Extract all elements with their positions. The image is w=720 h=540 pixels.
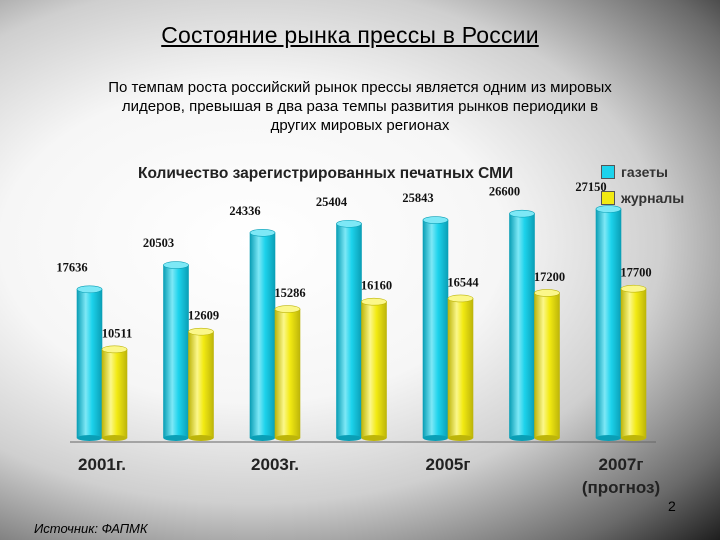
bar-magazines-6 <box>620 288 647 439</box>
legend-label-newspapers: газеты <box>621 164 668 180</box>
slide-title: Состояние рынка прессы в России <box>161 22 539 48</box>
bar-base-newspapers-5 <box>509 435 535 441</box>
bar-base-magazines-2 <box>275 435 300 441</box>
bar-newspapers-6 <box>595 208 622 439</box>
data-label: 17200 <box>534 270 565 284</box>
data-label: 24336 <box>229 204 260 218</box>
bar-top-magazines-1 <box>188 327 214 336</box>
data-label: 25843 <box>402 191 433 205</box>
legend-item-magazines: журналы <box>601 190 684 206</box>
bar-magazines-5 <box>534 292 560 439</box>
data-label: 17700 <box>620 266 651 280</box>
bar-base-newspapers-2 <box>250 435 275 441</box>
source-note: Источник: ФАПМК <box>34 521 148 536</box>
page-number: 2 <box>668 498 676 514</box>
bar-top-newspapers-1 <box>163 261 189 269</box>
bar-base-newspapers-3 <box>336 435 362 441</box>
data-label: 16160 <box>361 279 392 293</box>
data-label: 27150 <box>575 180 606 194</box>
subtitle-line: других мировых регионах <box>270 117 450 134</box>
bar-magazines-0 <box>101 349 128 439</box>
chart-title: Количество зарегистрированных печатных С… <box>138 165 514 182</box>
subtitle-line: лидеров, превышая в два раза темпы разви… <box>121 98 599 115</box>
x-tick-sublabel: (прогноз) <box>582 478 660 497</box>
x-tick-label: 2001г. <box>78 455 126 474</box>
bar-top-newspapers-0 <box>76 285 103 294</box>
bar-base-magazines-5 <box>534 435 560 441</box>
data-label: 26600 <box>489 185 520 199</box>
x-tick-label: 2003г. <box>251 455 299 474</box>
legend-label-magazines: журналы <box>621 190 685 206</box>
chart-legend: газеты журналы <box>601 164 684 216</box>
bar-newspapers-3 <box>336 223 362 439</box>
data-label: 10511 <box>102 326 133 340</box>
bar-base-newspapers-0 <box>77 435 102 441</box>
bar-magazines-2 <box>274 308 301 439</box>
legend-item-newspapers: газеты <box>601 164 684 180</box>
bar-newspapers-5 <box>509 213 535 439</box>
bar-newspapers-1 <box>163 264 189 439</box>
bar-newspapers-0 <box>76 288 103 439</box>
subtitle-line: По темпам роста российский рынок прессы … <box>108 79 612 96</box>
data-label: 20503 <box>143 236 174 250</box>
bar-top-newspapers-5 <box>509 209 535 218</box>
bar-magazines-1 <box>188 331 214 439</box>
legend-swatch-magazines <box>601 191 615 205</box>
data-label: 17636 <box>56 260 87 274</box>
bar-newspapers-2 <box>249 232 276 439</box>
bar-top-magazines-6 <box>620 284 647 293</box>
bar-base-magazines-1 <box>188 435 214 441</box>
data-label: 15286 <box>274 286 305 300</box>
bar-top-magazines-4 <box>447 294 474 303</box>
legend-swatch-newspapers <box>601 165 615 179</box>
bar-base-magazines-6 <box>621 435 646 441</box>
bar-base-magazines-4 <box>448 435 473 441</box>
data-label: 25404 <box>316 195 348 209</box>
x-tick-label: 2007г <box>599 455 644 474</box>
data-label: 16544 <box>447 275 479 289</box>
bar-base-newspapers-6 <box>596 435 621 441</box>
bar-top-magazines-0 <box>101 345 128 354</box>
bar-top-newspapers-4 <box>422 216 449 224</box>
subtitle: По темпам роста российский рынок прессы … <box>20 78 700 135</box>
bar-top-newspapers-3 <box>336 219 362 228</box>
bar-top-magazines-5 <box>534 289 560 297</box>
bar-top-newspapers-6 <box>595 205 622 213</box>
data-label: 12609 <box>188 309 219 323</box>
x-tick-label: 2005г <box>426 455 471 474</box>
bar-top-magazines-2 <box>274 305 301 313</box>
bar-top-magazines-3 <box>361 297 387 306</box>
bar-newspapers-4 <box>422 219 449 439</box>
bar-magazines-3 <box>361 301 387 439</box>
bar-base-magazines-3 <box>361 435 387 441</box>
bar-base-newspapers-4 <box>423 435 448 441</box>
bar-magazines-4 <box>447 298 474 439</box>
bar-base-magazines-0 <box>102 435 127 441</box>
bar-top-newspapers-2 <box>249 228 276 237</box>
bar-base-newspapers-1 <box>163 435 189 441</box>
